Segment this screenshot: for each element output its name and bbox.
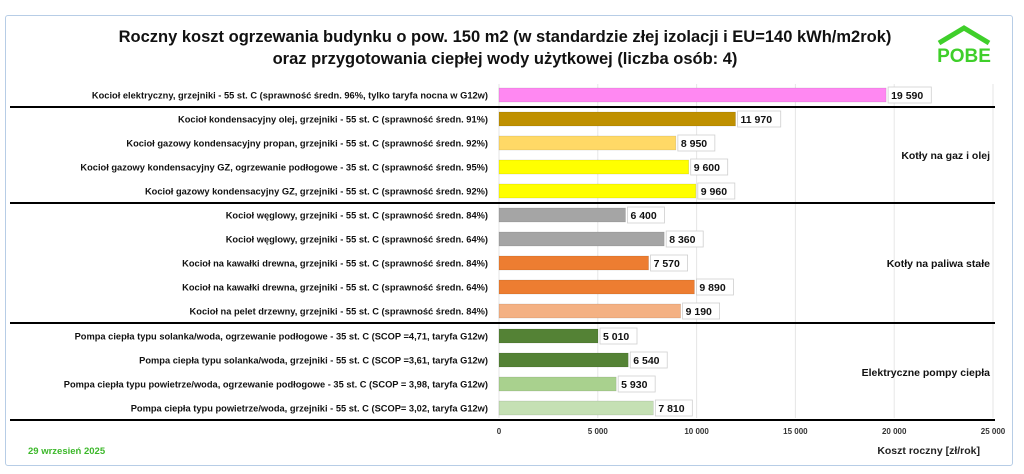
data-label: 8 360 <box>669 234 695 246</box>
bar-category-label: Kocioł na kawałki drewna, grzejniki - 55… <box>182 259 488 269</box>
data-label: 5 930 <box>621 379 647 391</box>
bar <box>498 135 677 151</box>
bar-category-label: Pompa ciepła typu powietrze/woda, ogrzew… <box>64 380 488 390</box>
data-label: 6 540 <box>633 355 659 367</box>
bar <box>498 159 689 175</box>
data-label: 9 600 <box>694 162 720 174</box>
data-label: 7 570 <box>654 258 680 270</box>
chart-frame <box>5 15 1013 466</box>
data-label: 9 190 <box>686 306 712 318</box>
bar-category-label: Kocioł gazowy kondensacyjny propan, grze… <box>126 139 488 149</box>
bar-category-label: Pompa ciepła typu solanka/woda, ogrzewan… <box>75 332 488 342</box>
bar-category-label: Kocioł węglowy, grzejniki - 55 st. C (sp… <box>226 211 488 221</box>
data-label-box <box>629 351 668 369</box>
data-label: 19 590 <box>891 90 923 102</box>
data-label-box <box>887 86 932 104</box>
data-label-box <box>654 399 693 417</box>
data-label: 9 890 <box>699 282 725 294</box>
data-label-box <box>696 278 734 296</box>
data-label-box <box>627 206 665 224</box>
group-label: Elektryczne pompy ciepła <box>862 367 991 379</box>
bar <box>498 231 665 247</box>
x-tick-label: 15 000 <box>783 427 808 436</box>
logo-text: POBE <box>937 46 991 67</box>
bar <box>498 183 697 199</box>
bar-category-label: Kocioł kondensacyjny olej, grzejniki - 5… <box>178 115 488 125</box>
logo-roof-icon <box>937 25 991 46</box>
x-tick-label: 25 000 <box>981 427 1006 436</box>
x-tick-label: 10 000 <box>684 427 709 436</box>
x-tick-label: 0 <box>497 427 502 436</box>
data-label-box <box>665 230 704 248</box>
data-label-box <box>599 327 638 345</box>
bar-category-label: Kocioł gazowy kondensacyjny GZ, ogrzewan… <box>80 163 488 173</box>
pobe-logo: POBE <box>937 25 991 67</box>
data-label-box <box>617 375 656 393</box>
bar <box>498 303 681 319</box>
bar-category-label: Kocioł węglowy, grzejniki - 55 st. C (sp… <box>226 235 488 245</box>
data-label: 8 950 <box>681 138 707 150</box>
bar-category-label: Pompa ciepła typu powietrze/woda, grzejn… <box>131 404 488 414</box>
group-label: Kotły na paliwa stałe <box>887 258 990 270</box>
bar-category-label: Kocioł na kawałki drewna, grzejniki - 55… <box>182 283 488 293</box>
x-tick-label: 20 000 <box>882 427 907 436</box>
bar-category-label: Kocioł na pelet drzewny, grzejniki - 55 … <box>190 307 488 317</box>
bar <box>498 376 617 392</box>
data-label-box <box>697 182 736 200</box>
data-label-box <box>690 158 729 176</box>
data-label-box <box>650 254 688 272</box>
bar <box>498 87 887 103</box>
bar-category-label: Kocioł elektryczny, grzejniki - 55 st. C… <box>92 91 488 101</box>
data-label-box <box>682 302 720 320</box>
data-label: 11 970 <box>741 114 773 126</box>
data-label: 5 010 <box>603 331 629 343</box>
chart-title-line-1: Roczny koszt ogrzewania budynku o pow. 1… <box>119 28 892 46</box>
bar <box>498 328 599 344</box>
bar <box>498 279 695 295</box>
x-axis-label: Koszt roczny [zł/rok] <box>877 445 980 457</box>
date-label: 29 wrzesień 2025 <box>28 446 106 457</box>
data-label-box <box>677 134 716 152</box>
bar-category-label: Pompa ciepła typu solanka/woda, grzejnik… <box>139 356 488 366</box>
data-label: 7 810 <box>658 403 684 415</box>
bar <box>498 207 626 223</box>
x-tick-label: 5 000 <box>588 427 609 436</box>
group-label: Kotły na gaz i olej <box>901 150 990 162</box>
chart-title-line-2: oraz przygotowania ciepłej wody użytkowe… <box>273 50 738 68</box>
bar-category-label: Kocioł gazowy kondensacyjny GZ, grzejnik… <box>145 187 488 197</box>
data-label: 6 400 <box>630 210 656 222</box>
data-label: 9 960 <box>701 186 727 198</box>
data-label-box <box>737 110 782 128</box>
bar <box>498 111 736 127</box>
bar <box>498 255 649 271</box>
bar <box>498 352 629 368</box>
bar <box>498 400 654 416</box>
